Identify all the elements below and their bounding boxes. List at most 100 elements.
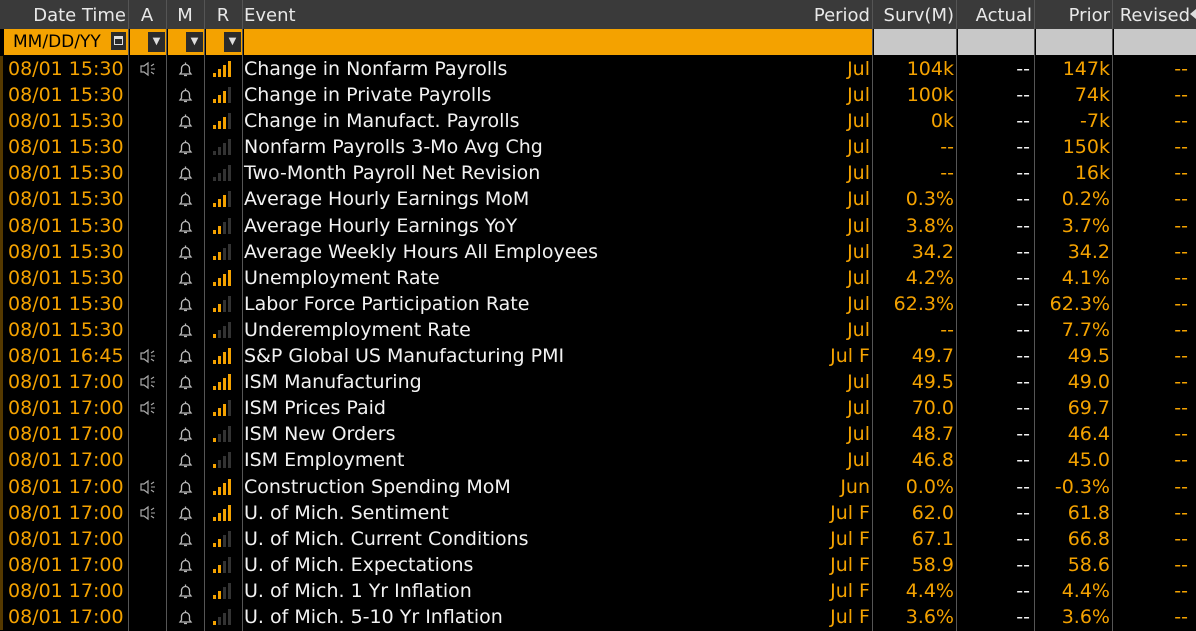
row-event-name[interactable]: Two-Month Payroll Net Revision — [244, 162, 541, 185]
row-event-name[interactable]: ISM Prices Paid — [244, 397, 386, 420]
row-period: Jul F — [830, 527, 870, 550]
table-row[interactable]: 08/01 17:00 U. of Mich. 1 Yr Inflation J… — [0, 577, 1196, 604]
row-event-name[interactable]: U. of Mich. Expectations — [244, 553, 474, 576]
row-event-name[interactable]: Unemployment Rate — [244, 266, 440, 289]
table-row[interactable]: 08/01 15:30 Average Hourly Earnings YoY … — [0, 212, 1196, 239]
bell-icon[interactable] — [177, 61, 194, 82]
bell-icon[interactable] — [177, 165, 194, 186]
table-row[interactable]: 08/01 17:00 ISM Prices Paid Jul 70.0 -- … — [0, 395, 1196, 422]
row-event-name[interactable]: ISM New Orders — [244, 423, 396, 446]
row-event-name[interactable]: Change in Manufact. Payrolls — [244, 110, 520, 133]
bell-icon[interactable] — [177, 609, 194, 630]
table-row[interactable]: 08/01 17:00 U. of Mich. 5-10 Yr Inflatio… — [0, 603, 1196, 631]
table-row[interactable]: 08/01 15:30 Unemployment Rate Jul 4.2% -… — [0, 264, 1196, 291]
row-event-name[interactable]: Construction Spending MoM — [244, 475, 511, 498]
bell-icon[interactable] — [177, 505, 194, 526]
table-row[interactable]: 08/01 15:30 Labor Force Participation Ra… — [0, 290, 1196, 317]
header-a[interactable]: A — [140, 5, 154, 26]
date-filter-field[interactable] — [4, 29, 128, 55]
table-row[interactable]: 08/01 17:00 ISM New Orders Jul 48.7 -- 4… — [0, 421, 1196, 448]
speaker-alert-icon[interactable] — [139, 348, 157, 368]
row-date-time: 08/01 17:00 — [8, 579, 124, 602]
header-revised[interactable]: Revised — [1119, 5, 1190, 26]
row-event-name[interactable]: Change in Nonfarm Payrolls — [244, 58, 508, 80]
event-filter-input[interactable] — [244, 29, 872, 55]
table-row[interactable]: 08/01 15:30 Change in Nonfarm Payrolls J… — [0, 56, 1196, 83]
relevance-bars-icon — [213, 530, 233, 547]
speaker-alert-icon[interactable] — [139, 505, 157, 525]
table-row[interactable]: 08/01 17:00 U. of Mich. Sentiment Jul F … — [0, 499, 1196, 526]
row-event-name[interactable]: ISM Manufacturing — [244, 371, 422, 394]
chevron-down-icon[interactable]: ▼ — [186, 32, 203, 52]
row-event-name[interactable]: Average Weekly Hours All Employees — [244, 240, 598, 263]
table-row[interactable]: 08/01 15:30 Change in Private Payrolls J… — [0, 82, 1196, 109]
chevron-down-icon[interactable]: ▼ — [224, 32, 241, 52]
bell-icon[interactable] — [177, 139, 194, 160]
bell-icon[interactable] — [177, 191, 194, 212]
row-event-name[interactable]: Labor Force Participation Rate — [244, 292, 530, 315]
bell-icon[interactable] — [177, 348, 194, 369]
bell-icon[interactable] — [177, 113, 194, 134]
speaker-alert-icon[interactable] — [139, 400, 157, 420]
row-survey: 0.0% — [905, 475, 954, 498]
bell-icon[interactable] — [177, 270, 194, 291]
row-prior: 45.0 — [1067, 449, 1110, 472]
row-event-name[interactable]: U. of Mich. Current Conditions — [244, 527, 529, 550]
bell-icon[interactable] — [177, 557, 194, 578]
table-row[interactable]: 08/01 15:30 Change in Manufact. Payrolls… — [0, 108, 1196, 135]
header-r[interactable]: R — [216, 5, 230, 26]
bell-icon[interactable] — [177, 531, 194, 552]
header-actual[interactable]: Actual — [975, 5, 1032, 26]
speaker-alert-icon[interactable] — [139, 374, 157, 394]
table-row[interactable]: 08/01 16:45 S&P Global US Manufacturing … — [0, 343, 1196, 370]
row-event-name[interactable]: U. of Mich. 5-10 Yr Inflation — [244, 605, 503, 628]
header-prior[interactable]: Prior — [1068, 5, 1110, 26]
bell-icon[interactable] — [177, 452, 194, 473]
bell-icon[interactable] — [177, 400, 194, 421]
table-row[interactable]: 08/01 17:00 U. of Mich. Current Conditio… — [0, 525, 1196, 552]
row-event-name[interactable]: Nonfarm Payrolls 3-Mo Avg Chg — [244, 136, 543, 159]
table-row[interactable]: 08/01 17:00 Construction Spending MoM Ju… — [0, 473, 1196, 500]
row-event-name[interactable]: Change in Private Payrolls — [244, 84, 492, 107]
table-row[interactable]: 08/01 15:30 Average Hourly Earnings MoM … — [0, 186, 1196, 213]
row-event-name[interactable]: U. of Mich. 1 Yr Inflation — [244, 579, 472, 602]
row-actual: -- — [1016, 240, 1030, 263]
scroll-left-arrow-icon[interactable] — [1190, 9, 1196, 19]
row-edge-marker — [0, 577, 3, 604]
relevance-bars-icon — [213, 400, 233, 417]
bell-icon[interactable] — [177, 479, 194, 500]
header-m[interactable]: M — [177, 5, 193, 26]
header-date-time[interactable]: Date Time — [33, 5, 126, 26]
speaker-alert-icon[interactable] — [139, 479, 157, 499]
table-row[interactable]: 08/01 17:00 ISM Manufacturing Jul 49.5 -… — [0, 369, 1196, 396]
table-row[interactable]: 08/01 15:30 Nonfarm Payrolls 3-Mo Avg Ch… — [0, 134, 1196, 161]
row-event-name[interactable]: ISM Employment — [244, 449, 405, 472]
row-event-name[interactable]: S&P Global US Manufacturing PMI — [244, 345, 565, 368]
bell-icon[interactable] — [177, 87, 194, 108]
bell-icon[interactable] — [177, 583, 194, 604]
row-period: Jul F — [830, 553, 870, 576]
bell-icon[interactable] — [177, 374, 194, 395]
bell-icon[interactable] — [177, 322, 194, 343]
bell-icon[interactable] — [177, 426, 194, 447]
table-row[interactable]: 08/01 17:00 U. of Mich. Expectations Jul… — [0, 551, 1196, 578]
row-event-name[interactable]: U. of Mich. Sentiment — [244, 501, 449, 524]
header-survey[interactable]: Surv(M) — [883, 5, 954, 26]
table-row[interactable]: 08/01 15:30 Average Weekly Hours All Emp… — [0, 238, 1196, 265]
row-event-name[interactable]: Underemployment Rate — [244, 318, 471, 341]
row-event-name[interactable]: Average Hourly Earnings MoM — [244, 188, 530, 211]
bell-icon[interactable] — [177, 296, 194, 317]
header-event[interactable]: Event — [244, 5, 296, 26]
table-row[interactable]: 08/01 15:30 Underemployment Rate Jul -- … — [0, 316, 1196, 344]
divider — [956, 0, 957, 631]
table-row[interactable]: 08/01 15:30 Two-Month Payroll Net Revisi… — [0, 160, 1196, 187]
row-period: Jul — [847, 136, 870, 159]
row-event-name[interactable]: Average Hourly Earnings YoY — [244, 214, 518, 237]
bell-icon[interactable] — [177, 244, 194, 265]
table-row[interactable]: 08/01 17:00 ISM Employment Jul 46.8 -- 4… — [0, 447, 1196, 474]
header-period[interactable]: Period — [813, 5, 870, 26]
chevron-down-icon[interactable]: ▼ — [148, 32, 165, 52]
speaker-alert-icon[interactable] — [139, 61, 157, 81]
calendar-icon[interactable] — [111, 32, 126, 50]
bell-icon[interactable] — [177, 218, 194, 239]
